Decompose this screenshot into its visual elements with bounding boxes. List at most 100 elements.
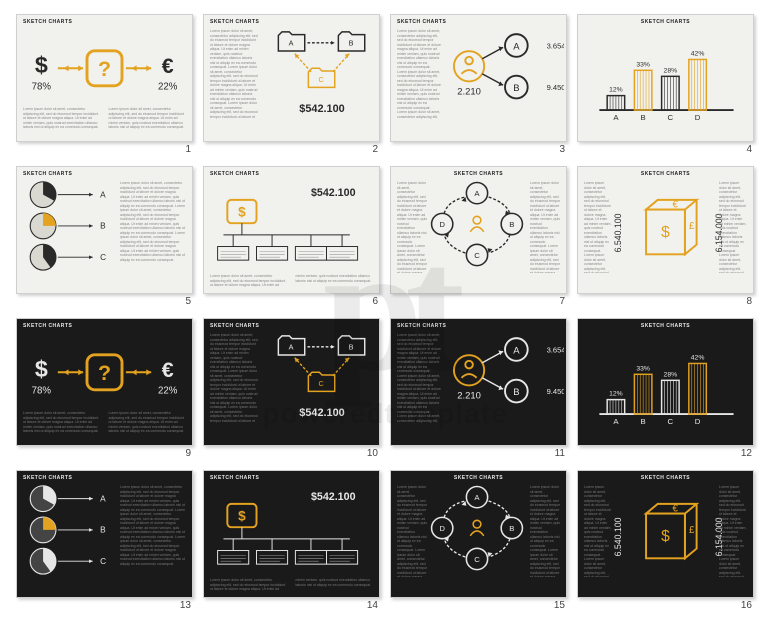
body-text: Lorem ipsum dolor sit amet, consectetur … (397, 485, 427, 577)
slide-16: SKETCH CHARTS $ € £ 6.540.100 6.154.000 … (577, 470, 754, 598)
cell-15[interactable]: SKETCH CHARTS A B C D Lorem ipsum do (390, 470, 567, 612)
slide-title: SKETCH CHARTS (210, 19, 259, 25)
slide-number: 6 (203, 294, 380, 308)
people-diagram: 2.210 A 3.654 B 9.450 (446, 323, 564, 427)
svg-text:9.450: 9.450 (547, 387, 564, 396)
svg-text:C: C (100, 557, 106, 566)
svg-text:$542.100: $542.100 (311, 491, 356, 503)
svg-text:$: $ (661, 224, 670, 241)
body-text: Lorem ipsum dolor sit amet, consectetur … (210, 274, 373, 290)
body-text: Lorem ipsum dolor sit amet, consectetur … (120, 485, 186, 581)
svg-text:$: $ (35, 52, 48, 78)
cell-5[interactable]: SKETCH CHARTS A B C Lorem ipsum do (16, 166, 193, 308)
cell-3[interactable]: SKETCH CHARTS Lorem ipsum dolor sit amet… (390, 14, 567, 156)
cell-8[interactable]: SKETCH CHARTS $ € £ 6.540.100 6.154.000 … (577, 166, 754, 308)
slide-5: SKETCH CHARTS A B C Lorem ipsum do (16, 166, 193, 294)
svg-text:33%: 33% (636, 365, 650, 372)
slide-number: 16 (577, 598, 754, 612)
cell-13[interactable]: SKETCH CHARTS A B C Lorem ipsum do (16, 470, 193, 612)
slide-10: SKETCH CHARTS Lorem ipsum dolor sit amet… (203, 318, 380, 446)
body-text: Lorem ipsum dolor sit amet, consectetur … (530, 181, 560, 273)
cell-2[interactable]: SKETCH CHARTS Lorem ipsum dolor sit amet… (203, 14, 380, 156)
cell-16[interactable]: SKETCH CHARTS $ € £ 6.540.100 6.154.000 … (577, 470, 754, 612)
body-text: Lorem ipsum dolor sit amet, consectetur … (719, 485, 747, 577)
cell-4[interactable]: SKETCH CHARTS 12%A33%B28%C42%D 4 (577, 14, 754, 156)
cell-9[interactable]: SKETCH CHARTS $ 78% € 22% ? Lorem ipsum … (16, 318, 193, 460)
svg-text:A: A (613, 417, 619, 426)
cell-6[interactable]: SKETCH CHARTS $542.100 $ (203, 166, 380, 308)
cell-14[interactable]: SKETCH CHARTS $542.100 $ (203, 470, 380, 612)
slide-2: SKETCH CHARTS Lorem ipsum dolor sit amet… (203, 14, 380, 142)
svg-text:$542.100: $542.100 (299, 103, 344, 115)
slide-11: SKETCH CHARTS Lorem ipsum dolor sit amet… (390, 318, 567, 446)
svg-text:$: $ (238, 508, 246, 523)
slide-title: SKETCH CHARTS (578, 475, 753, 481)
slide-title: SKETCH CHARTS (578, 323, 753, 329)
svg-text:C: C (474, 555, 480, 564)
slide-number: 7 (390, 294, 567, 308)
svg-text:9.450: 9.450 (547, 83, 564, 92)
svg-text:?: ? (98, 361, 111, 385)
body-text: Lorem ipsum dolor sit amet, consectetur … (397, 333, 441, 423)
slide-title: SKETCH CHARTS (23, 323, 72, 329)
svg-text:£: £ (689, 221, 695, 232)
cell-1[interactable]: SKETCH CHARTS $ 78% € 22% ? Lorem ipsum … (16, 14, 193, 156)
svg-text:€: € (162, 358, 174, 382)
svg-text:12%: 12% (609, 391, 623, 398)
body-text: Lorem ipsum dolor sit amet, consectetur … (719, 181, 747, 273)
cell-11[interactable]: SKETCH CHARTS Lorem ipsum dolor sit amet… (390, 318, 567, 460)
slide-number: 15 (390, 598, 567, 612)
slide-7: SKETCH CHARTS A B C D Lorem ipsum do (390, 166, 567, 294)
thumbnail-grid: SKETCH CHARTS $ 78% € 22% ? Lorem ipsum … (0, 0, 770, 630)
svg-text:B: B (641, 417, 646, 426)
slide-title: SKETCH CHARTS (397, 323, 446, 329)
svg-text:D: D (695, 417, 701, 426)
cycle-diagram: A B C D (419, 171, 535, 279)
slide-number: 5 (16, 294, 193, 308)
slide-title: SKETCH CHARTS (210, 171, 259, 177)
slide-number: 2 (203, 142, 380, 156)
svg-text:C: C (100, 253, 106, 262)
svg-text:$: $ (238, 204, 246, 219)
folders-diagram: A B C $542.100 (267, 325, 377, 425)
svg-text:B: B (349, 343, 354, 352)
svg-text:B: B (513, 387, 519, 398)
svg-text:A: A (613, 113, 619, 122)
body-text: Lorem ipsum dolor sit amet, consectetur … (23, 411, 186, 441)
svg-text:€: € (673, 504, 679, 515)
svg-text:€: € (162, 54, 174, 78)
svg-text:A: A (100, 190, 106, 199)
body-text: Lorem ipsum dolor sit amet, consectetur … (23, 107, 186, 137)
svg-text:2.210: 2.210 (457, 87, 481, 98)
svg-text:D: D (695, 113, 701, 122)
body-text: Lorem ipsum dolor sit amet, consectetur … (210, 333, 258, 423)
slide-12: SKETCH CHARTS 12%A33%B28%C42%D (577, 318, 754, 446)
svg-text:C: C (318, 379, 323, 388)
svg-text:42%: 42% (691, 355, 705, 362)
slide-1: SKETCH CHARTS $ 78% € 22% ? Lorem ipsum … (16, 14, 193, 142)
body-text: Lorem ipsum dolor sit amet, consectetur … (397, 181, 427, 273)
svg-text:A: A (100, 494, 106, 503)
svg-text:C: C (474, 251, 480, 260)
cell-12[interactable]: SKETCH CHARTS 12%A33%B28%C42%D 12 (577, 318, 754, 460)
svg-text:3.654: 3.654 (547, 345, 564, 354)
slide-number: 1 (16, 142, 193, 156)
svg-text:28%: 28% (664, 67, 678, 74)
svg-text:22%: 22% (158, 82, 178, 93)
pie-list: A B C (21, 477, 113, 581)
slide-number: 14 (203, 598, 380, 612)
svg-text:A: A (289, 343, 294, 352)
slide-number: 8 (577, 294, 754, 308)
svg-text:B: B (509, 220, 514, 229)
slide-number: 10 (203, 446, 380, 460)
svg-text:A: A (513, 345, 520, 356)
body-text: Lorem ipsum dolor sit amet, consectetur … (120, 181, 186, 277)
slide-8: SKETCH CHARTS $ € £ 6.540.100 6.154.000 … (577, 166, 754, 294)
cell-10[interactable]: SKETCH CHARTS Lorem ipsum dolor sit amet… (203, 318, 380, 460)
svg-text:B: B (513, 83, 519, 94)
svg-text:B: B (509, 524, 514, 533)
people-diagram: 2.210 A 3.654 B 9.450 (446, 19, 564, 123)
slide-9: SKETCH CHARTS $ 78% € 22% ? Lorem ipsum … (16, 318, 193, 446)
body-text: Lorem ipsum dolor sit amet, consectetur … (530, 485, 560, 577)
cell-7[interactable]: SKETCH CHARTS A B C D Lorem ipsum do (390, 166, 567, 308)
